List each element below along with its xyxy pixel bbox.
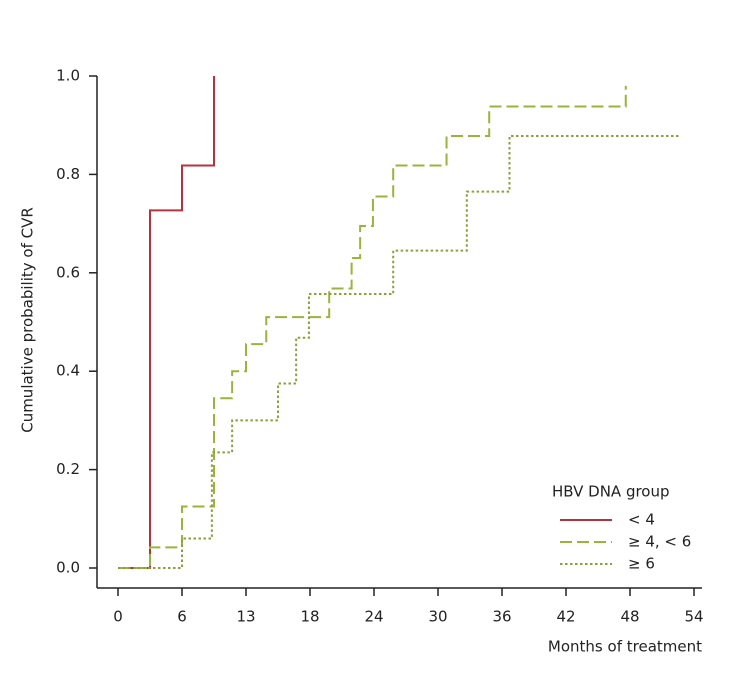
x-tick-label: 0 — [113, 608, 123, 626]
km-curve — [118, 76, 216, 569]
x-tick-label: 6 — [177, 608, 187, 626]
x-tick-label: 48 — [620, 608, 639, 626]
legend-label: ≥ 6 — [628, 555, 655, 573]
legend-label: < 4 — [628, 511, 655, 529]
y-tick-label: 0.2 — [56, 460, 80, 478]
y-tick-label: 0.8 — [56, 165, 80, 183]
x-tick-label: 36 — [492, 608, 511, 626]
x-tick-label: 30 — [428, 608, 447, 626]
y-tick-label: 1.0 — [56, 67, 80, 85]
x-axis-title: Months of treatment — [548, 638, 702, 656]
x-tick-label: 42 — [556, 608, 575, 626]
x-tick-label: 54 — [684, 608, 703, 626]
km-curve — [118, 135, 681, 569]
y-tick-label: 0.6 — [56, 263, 80, 281]
legend-label: ≥ 4, < 6 — [628, 533, 691, 551]
x-tick-label: 18 — [300, 608, 319, 626]
km-curve — [118, 85, 627, 569]
x-tick-label: 13 — [236, 608, 255, 626]
legend-title: HBV DNA group — [552, 483, 670, 501]
y-tick-label: 0.4 — [56, 362, 80, 380]
x-tick-label: 24 — [364, 608, 383, 626]
y-axis-title: Cumulative probability of CVR — [19, 207, 37, 433]
y-tick-label: 0.0 — [56, 559, 80, 577]
